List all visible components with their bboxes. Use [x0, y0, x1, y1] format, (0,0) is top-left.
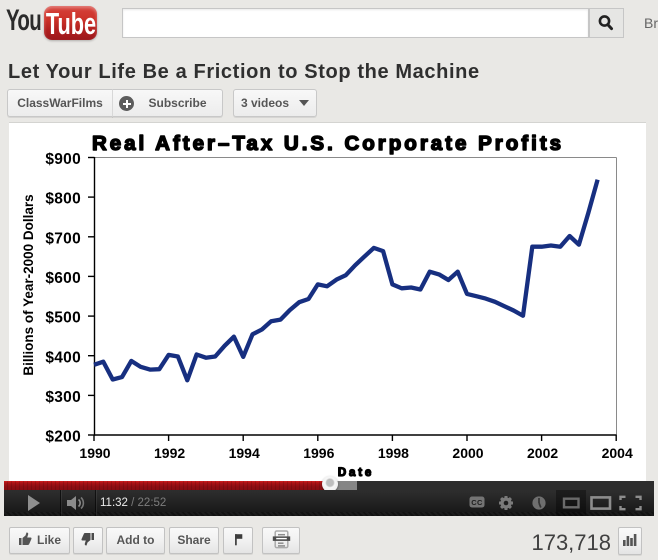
svg-text:CC: CC: [471, 498, 483, 507]
svg-text:1992: 1992: [154, 445, 185, 461]
svg-text:Real After–Tax U.S. Corporate: Real After–Tax U.S. Corporate Profits: [92, 132, 564, 155]
svg-text:$800: $800: [45, 191, 81, 208]
svg-text:$600: $600: [45, 270, 81, 287]
svg-text:1994: 1994: [229, 445, 260, 461]
svg-text:$400: $400: [45, 349, 81, 366]
svg-text:1996: 1996: [303, 445, 334, 461]
svg-text:$900: $900: [45, 151, 81, 168]
svg-text:1990: 1990: [79, 445, 110, 461]
svg-text:$500: $500: [45, 310, 81, 327]
svg-text:Billions of Year-2000 Dollars: Billions of Year-2000 Dollars: [21, 194, 36, 375]
svg-text:1998: 1998: [378, 445, 409, 461]
svg-text:2000: 2000: [452, 445, 483, 461]
svg-text:2002: 2002: [527, 445, 558, 461]
svg-text:2004: 2004: [602, 445, 633, 461]
svg-text:$700: $700: [45, 230, 81, 247]
svg-text:$200: $200: [45, 429, 81, 446]
svg-text:Date: Date: [338, 467, 374, 479]
svg-text:$300: $300: [45, 389, 81, 406]
